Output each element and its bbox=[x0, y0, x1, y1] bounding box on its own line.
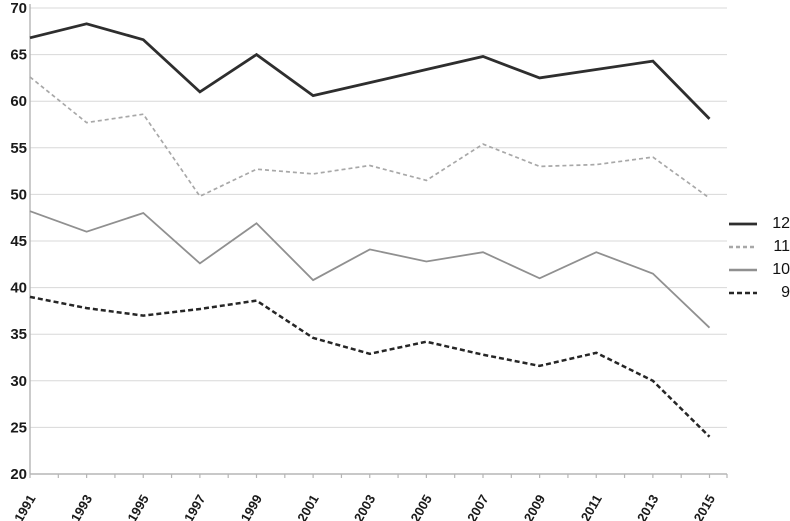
legend-label-12: 12 bbox=[772, 215, 790, 232]
x-axis-label: 2005 bbox=[408, 492, 435, 521]
y-axis-label: 20 bbox=[10, 466, 27, 483]
legend-swatch-11-icon bbox=[729, 245, 757, 249]
series-line-9 bbox=[29, 295, 711, 438]
x-axis-label: 2007 bbox=[464, 492, 491, 521]
x-axis-label: 2011 bbox=[578, 492, 605, 521]
legend-item-grade-10: 10 bbox=[726, 259, 790, 281]
legend-swatch-12-icon bbox=[729, 222, 757, 226]
series-line-11 bbox=[29, 76, 710, 199]
legend-swatch-10-icon bbox=[729, 268, 757, 272]
legend-item-grade-9: 9 bbox=[726, 282, 790, 304]
series-line-12 bbox=[29, 22, 711, 120]
series-lines bbox=[29, 22, 711, 438]
x-axis-label: 2003 bbox=[351, 492, 378, 521]
legend-label-11: 11 bbox=[773, 238, 790, 255]
gridlines bbox=[30, 7, 727, 428]
x-axis-label: 1999 bbox=[238, 492, 265, 521]
y-axis-label: 50 bbox=[10, 186, 27, 203]
x-axis-label: 2015 bbox=[691, 492, 718, 521]
legend-label-10: 10 bbox=[772, 261, 790, 278]
axes bbox=[29, 4, 728, 478]
x-axis-labels: 1991 1993 1995 1997 1999 2001 2003 2005 2007 2009… bbox=[11, 492, 718, 521]
x-axis-label: 1995 bbox=[124, 492, 151, 521]
y-axis-label: 35 bbox=[10, 326, 27, 343]
legend-item-grade-12: 12 bbox=[726, 213, 790, 235]
y-axis-label: 55 bbox=[10, 140, 27, 157]
legend-swatch-9-icon bbox=[729, 291, 757, 295]
legend-label-9: 9 bbox=[781, 284, 790, 301]
y-axis-label: 70 bbox=[10, 0, 27, 17]
y-axis-label: 60 bbox=[10, 93, 27, 110]
x-axis-label: 2001 bbox=[294, 492, 321, 521]
y-axis-label: 65 bbox=[10, 47, 27, 64]
y-axis-label: 30 bbox=[10, 373, 27, 390]
y-axis-label: 40 bbox=[10, 280, 27, 297]
y-axis-label: 45 bbox=[10, 233, 27, 250]
x-axis-label: 2009 bbox=[521, 492, 548, 521]
x-axis-label: 1993 bbox=[68, 492, 95, 521]
y-axis-labels: 20 25 30 35 40 45 50 55 60 65 70 bbox=[10, 0, 27, 483]
legend: 12 11 10 9 bbox=[726, 213, 790, 304]
y-axis-label: 25 bbox=[10, 419, 27, 436]
x-axis-label: 1991 bbox=[11, 492, 38, 521]
x-axis-label: 2013 bbox=[634, 492, 661, 521]
legend-item-grade-11: 11 bbox=[726, 236, 790, 258]
x-axis-label: 1997 bbox=[181, 492, 208, 521]
series-line-10 bbox=[29, 210, 711, 329]
